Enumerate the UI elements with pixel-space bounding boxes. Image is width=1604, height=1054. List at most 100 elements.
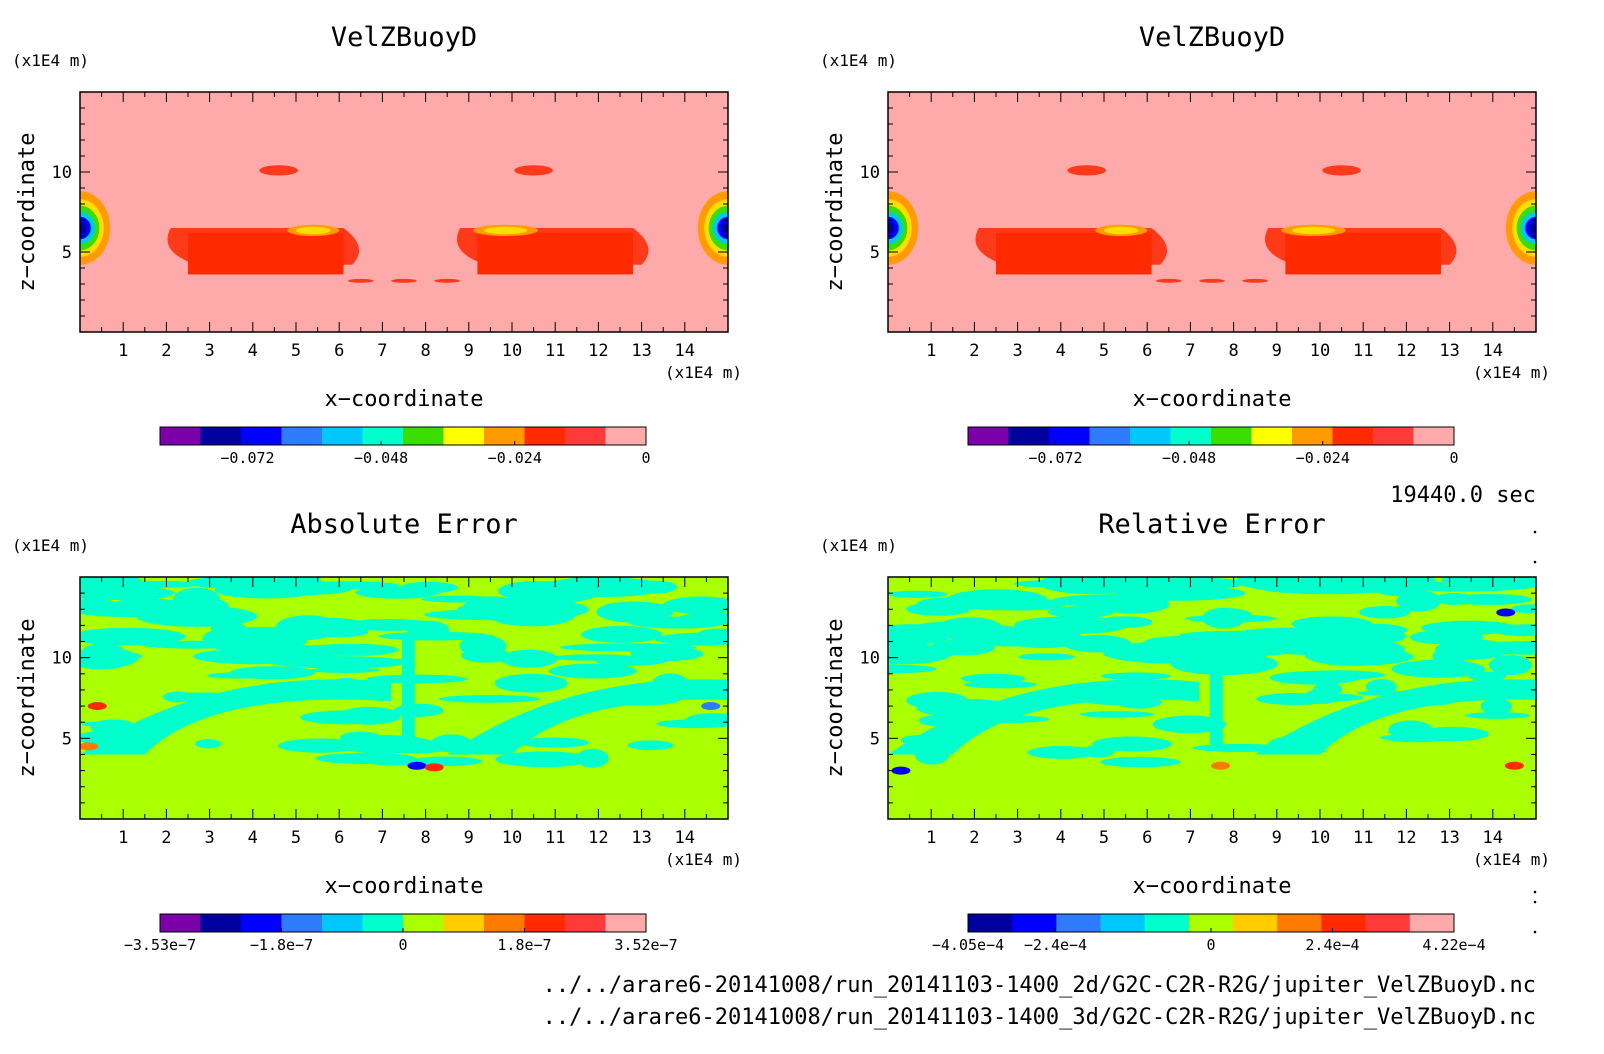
contour-blob xyxy=(434,278,461,283)
x-tick-label: 7 xyxy=(377,828,387,848)
x-tick-label: 9 xyxy=(1272,828,1282,848)
colorbar-swatch xyxy=(1008,427,1050,445)
contour-patch xyxy=(1202,607,1246,629)
contour-patch xyxy=(1170,652,1278,676)
contour-patch xyxy=(1391,659,1486,678)
colorbar-swatch xyxy=(281,914,323,932)
contour-patch xyxy=(977,598,1066,611)
panel-title: Relative Error xyxy=(1098,509,1326,540)
contour-patch xyxy=(1039,577,1150,595)
contour-patch xyxy=(678,684,728,699)
contour-patch xyxy=(1096,595,1170,614)
colorbar-swatch xyxy=(1409,914,1455,932)
colorbar-swatch xyxy=(1056,914,1102,932)
contour-patch xyxy=(438,695,540,703)
contour-patch xyxy=(410,756,482,767)
x-tick-label: 2 xyxy=(969,341,979,361)
x-axis-label: x−coordinate xyxy=(1133,387,1292,412)
contour-patch xyxy=(548,663,637,679)
contour-patch xyxy=(272,657,395,669)
contour-patch xyxy=(1233,627,1362,641)
contour-blob xyxy=(296,226,331,235)
contour-field xyxy=(888,577,1536,775)
contour-patch xyxy=(1047,606,1114,618)
contour-patch xyxy=(1394,696,1455,706)
x-tick-label: 14 xyxy=(675,341,695,361)
x-tick-label: 12 xyxy=(1396,828,1416,848)
colorbar-swatch xyxy=(1251,427,1293,445)
contour-patch xyxy=(1027,746,1097,759)
y-axis-label: z−coordinate xyxy=(15,619,40,778)
colorbar-swatch xyxy=(443,427,485,445)
panel-title: VelZBuoyD xyxy=(1139,22,1285,53)
contour-patch xyxy=(1467,671,1507,681)
x-tick-label: 1 xyxy=(926,341,936,361)
colorbar-swatch xyxy=(1049,427,1090,445)
panel-4: Relative Error(x1E4 m)1 2 3 4 5 6 7 8 9 10 11 12 13 1… xyxy=(820,509,1550,954)
contour-patch xyxy=(80,627,186,646)
contour-patch xyxy=(276,615,340,638)
colorbar-label: −0.024 xyxy=(1296,449,1350,467)
contour-core xyxy=(477,232,633,275)
contour-patch xyxy=(80,647,139,669)
contour-patch xyxy=(239,582,352,596)
x-tick-label: 5 xyxy=(291,341,301,361)
contour-patch xyxy=(627,740,674,751)
colorbar: −3.53e−7 −1.8e−7 0 1.8e−7 3.52e−7 xyxy=(124,913,678,954)
contour-patch xyxy=(888,664,937,674)
contour-blob xyxy=(1242,278,1269,283)
contour-patch xyxy=(300,710,392,725)
colorbar-swatch xyxy=(565,427,606,445)
x-unit-label: (x1E4 m) xyxy=(665,850,742,869)
edge-vortex xyxy=(80,221,87,235)
contour-patch xyxy=(1447,593,1532,605)
contour-blob xyxy=(1104,226,1139,235)
contour-blob xyxy=(1291,226,1336,235)
contour-patch xyxy=(918,714,960,727)
contour-patch xyxy=(1192,743,1287,752)
edge-vortex xyxy=(1529,221,1536,235)
colorbar-label: −2.4e−4 xyxy=(1024,936,1087,954)
colorbar-label: 0 xyxy=(1449,449,1458,467)
y-unit-label: (x1E4 m) xyxy=(12,51,89,70)
contour-patch xyxy=(1101,673,1159,680)
colorbar-swatch xyxy=(524,427,566,445)
x-tick-label: 3 xyxy=(1012,341,1022,361)
colorbar-swatch xyxy=(403,914,444,932)
contour-patch xyxy=(589,695,680,706)
contour-field xyxy=(888,165,1536,283)
x-tick-label: 5 xyxy=(1099,341,1109,361)
contour-patch xyxy=(948,627,1076,647)
contour-patch xyxy=(494,673,568,693)
colorbar-swatch xyxy=(1233,914,1278,932)
x-tick-label: 2 xyxy=(161,341,171,361)
error-spot xyxy=(891,766,911,775)
x-tick-label: 6 xyxy=(1142,341,1152,361)
contour-arch xyxy=(1255,679,1536,755)
contour-patch xyxy=(461,648,512,663)
colorbar-swatch xyxy=(1277,914,1322,932)
contour-patch xyxy=(556,577,642,588)
contour-patch xyxy=(498,581,575,601)
colorbar-swatch xyxy=(362,427,404,445)
x-unit-label: (x1E4 m) xyxy=(1473,850,1550,869)
colorbar-label: 0 xyxy=(1206,936,1215,954)
x-tick-label: 5 xyxy=(1099,828,1109,848)
contour-patch xyxy=(901,735,936,745)
colorbar-swatch xyxy=(1211,427,1252,445)
error-spot xyxy=(1496,608,1516,617)
x-tick-label: 10 xyxy=(1310,341,1330,361)
colorbar-label: −4.05e−4 xyxy=(932,936,1004,954)
x-tick-label: 5 xyxy=(291,828,301,848)
error-spot xyxy=(701,702,721,711)
colorbar-swatch xyxy=(1012,914,1057,932)
contour-patch xyxy=(1396,590,1442,612)
contour-patch xyxy=(378,631,494,641)
contour-patch xyxy=(662,596,728,615)
error-spot xyxy=(87,702,107,711)
contour-patch xyxy=(167,692,239,703)
contour-patch xyxy=(220,633,308,649)
colorbar-swatch xyxy=(403,427,444,445)
x-tick-label: 6 xyxy=(334,341,344,361)
colorbar-swatch xyxy=(1413,427,1455,445)
